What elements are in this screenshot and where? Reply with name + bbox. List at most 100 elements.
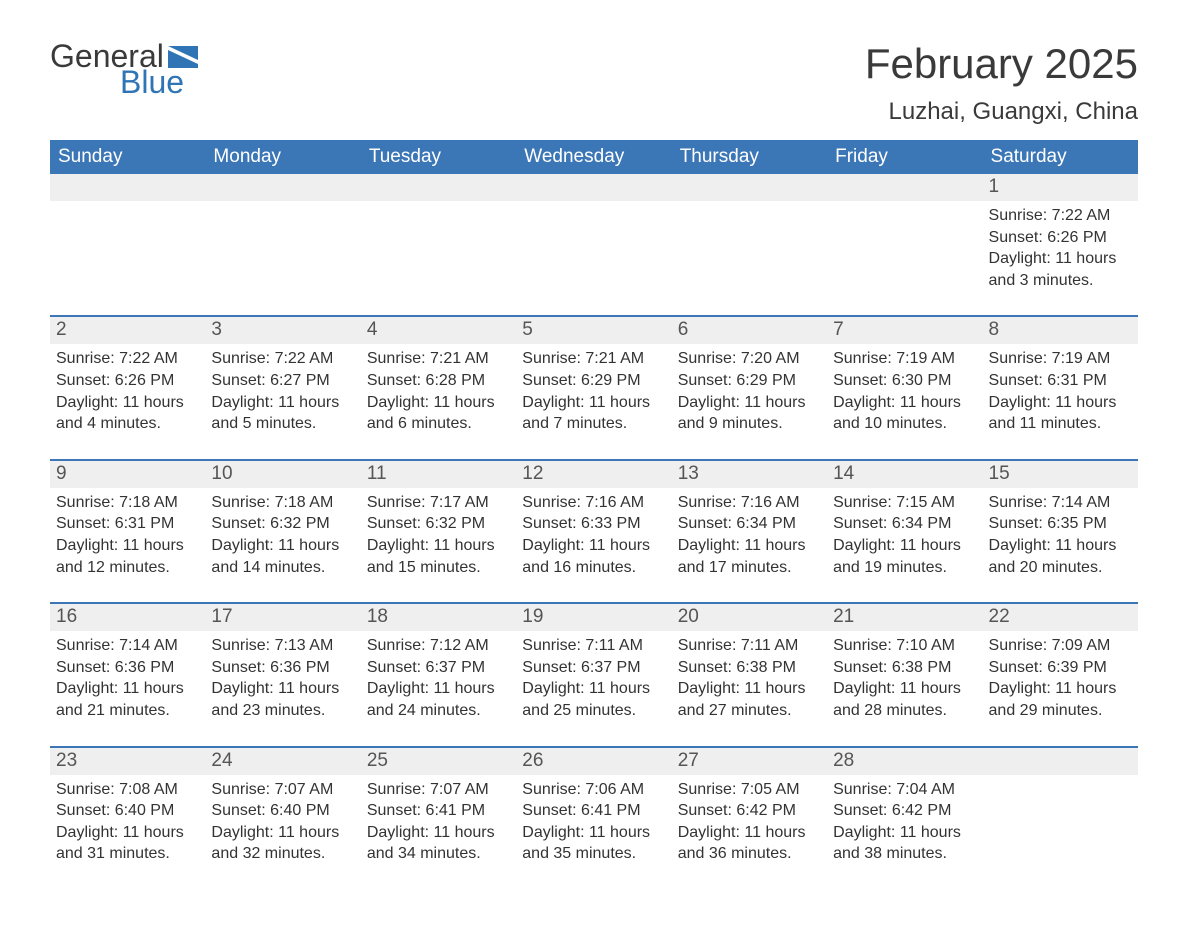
sunrise-label: Sunrise: (211, 350, 274, 367)
daylight-label: Daylight: (522, 394, 589, 411)
daylight-label: Daylight: (833, 680, 900, 697)
day-details: Sunrise: 7:04 AMSunset: 6:42 PMDaylight:… (827, 775, 982, 865)
weekday-header: Saturday (983, 140, 1138, 174)
calendar-day: 26Sunrise: 7:06 AMSunset: 6:41 PMDayligh… (516, 747, 671, 889)
daylight: Daylight: 11 hours and 27 minutes. (678, 678, 821, 721)
sunrise-value: 7:13 AM (275, 637, 334, 654)
calendar-day-empty (50, 174, 205, 316)
day-number: 22 (983, 604, 1138, 631)
day-number (516, 174, 671, 201)
sunset: Sunset: 6:32 PM (367, 513, 510, 535)
sunrise: Sunrise: 7:07 AM (211, 779, 354, 801)
calendar-day: 14Sunrise: 7:15 AMSunset: 6:34 PMDayligh… (827, 460, 982, 603)
daylight: Daylight: 11 hours and 5 minutes. (211, 392, 354, 435)
calendar-day: 7Sunrise: 7:19 AMSunset: 6:30 PMDaylight… (827, 316, 982, 459)
sunset: Sunset: 6:40 PM (211, 800, 354, 822)
daylight-label: Daylight: (367, 824, 434, 841)
sunset-value: 6:32 PM (426, 515, 486, 532)
daylight: Daylight: 11 hours and 9 minutes. (678, 392, 821, 435)
calendar-week: 1Sunrise: 7:22 AMSunset: 6:26 PMDaylight… (50, 174, 1138, 316)
sunset-value: 6:31 PM (1047, 372, 1107, 389)
sunset: Sunset: 6:27 PM (211, 370, 354, 392)
sunrise: Sunrise: 7:16 AM (678, 492, 821, 514)
day-number: 10 (205, 461, 360, 488)
day-number: 7 (827, 317, 982, 344)
calendar-day: 17Sunrise: 7:13 AMSunset: 6:36 PMDayligh… (205, 603, 360, 746)
calendar-week: 16Sunrise: 7:14 AMSunset: 6:36 PMDayligh… (50, 603, 1138, 746)
calendar-day-empty (827, 174, 982, 316)
sunset-label: Sunset: (211, 802, 270, 819)
day-details: Sunrise: 7:13 AMSunset: 6:36 PMDaylight:… (205, 631, 360, 721)
day-details: Sunrise: 7:15 AMSunset: 6:34 PMDaylight:… (827, 488, 982, 578)
sunrise-label: Sunrise: (989, 637, 1052, 654)
sunrise-label: Sunrise: (678, 494, 741, 511)
weekday-header: Friday (827, 140, 982, 174)
sunset-value: 6:36 PM (270, 659, 330, 676)
daylight-label: Daylight: (833, 824, 900, 841)
day-details: Sunrise: 7:06 AMSunset: 6:41 PMDaylight:… (516, 775, 671, 865)
daylight-label: Daylight: (989, 394, 1056, 411)
daylight: Daylight: 11 hours and 36 minutes. (678, 822, 821, 865)
sunset-label: Sunset: (211, 372, 270, 389)
sunrise-value: 7:20 AM (741, 350, 800, 367)
day-number: 25 (361, 748, 516, 775)
daylight-label: Daylight: (56, 537, 123, 554)
day-number: 19 (516, 604, 671, 631)
sunset: Sunset: 6:38 PM (678, 657, 821, 679)
sunset: Sunset: 6:31 PM (989, 370, 1132, 392)
sunrise-label: Sunrise: (989, 350, 1052, 367)
sunset: Sunset: 6:41 PM (367, 800, 510, 822)
sunrise-value: 7:07 AM (430, 781, 489, 798)
day-number: 12 (516, 461, 671, 488)
sunrise: Sunrise: 7:14 AM (989, 492, 1132, 514)
daylight-label: Daylight: (989, 680, 1056, 697)
calendar-day: 28Sunrise: 7:04 AMSunset: 6:42 PMDayligh… (827, 747, 982, 889)
calendar-day-empty (361, 174, 516, 316)
daylight-label: Daylight: (367, 680, 434, 697)
sunrise-label: Sunrise: (211, 781, 274, 798)
daylight-label: Daylight: (678, 394, 745, 411)
sunset: Sunset: 6:40 PM (56, 800, 199, 822)
daylight-label: Daylight: (989, 250, 1056, 267)
sunset-value: 6:30 PM (892, 372, 952, 389)
sunset: Sunset: 6:31 PM (56, 513, 199, 535)
daylight-label: Daylight: (989, 537, 1056, 554)
sunset-label: Sunset: (211, 659, 270, 676)
sunrise: Sunrise: 7:19 AM (989, 348, 1132, 370)
sunrise-label: Sunrise: (678, 781, 741, 798)
day-details: Sunrise: 7:12 AMSunset: 6:37 PMDaylight:… (361, 631, 516, 721)
sunrise: Sunrise: 7:10 AM (833, 635, 976, 657)
sunrise-label: Sunrise: (833, 350, 896, 367)
sunrise-value: 7:14 AM (119, 637, 178, 654)
daylight-label: Daylight: (522, 537, 589, 554)
sunset-label: Sunset: (678, 802, 737, 819)
day-number: 8 (983, 317, 1138, 344)
sunrise-value: 7:22 AM (275, 350, 334, 367)
weekday-header: Thursday (672, 140, 827, 174)
sunset-value: 6:42 PM (892, 802, 952, 819)
sunset: Sunset: 6:28 PM (367, 370, 510, 392)
sunrise-label: Sunrise: (367, 637, 430, 654)
day-number (205, 174, 360, 201)
daylight: Daylight: 11 hours and 11 minutes. (989, 392, 1132, 435)
sunrise-value: 7:05 AM (741, 781, 800, 798)
sunset: Sunset: 6:42 PM (678, 800, 821, 822)
day-number: 21 (827, 604, 982, 631)
sunset-value: 6:37 PM (581, 659, 641, 676)
sunrise: Sunrise: 7:15 AM (833, 492, 976, 514)
sunrise-value: 7:04 AM (896, 781, 955, 798)
calendar-day: 12Sunrise: 7:16 AMSunset: 6:33 PMDayligh… (516, 460, 671, 603)
day-details: Sunrise: 7:21 AMSunset: 6:29 PMDaylight:… (516, 344, 671, 434)
day-details: Sunrise: 7:14 AMSunset: 6:35 PMDaylight:… (983, 488, 1138, 578)
sunset-label: Sunset: (833, 659, 892, 676)
sunset-label: Sunset: (367, 515, 426, 532)
daylight: Daylight: 11 hours and 17 minutes. (678, 535, 821, 578)
daylight: Daylight: 11 hours and 12 minutes. (56, 535, 199, 578)
sunset-label: Sunset: (989, 515, 1048, 532)
sunrise: Sunrise: 7:12 AM (367, 635, 510, 657)
sunrise: Sunrise: 7:07 AM (367, 779, 510, 801)
sunset-value: 6:34 PM (892, 515, 952, 532)
sunrise-value: 7:11 AM (585, 637, 643, 654)
calendar-day-empty (672, 174, 827, 316)
sunset-label: Sunset: (56, 802, 115, 819)
